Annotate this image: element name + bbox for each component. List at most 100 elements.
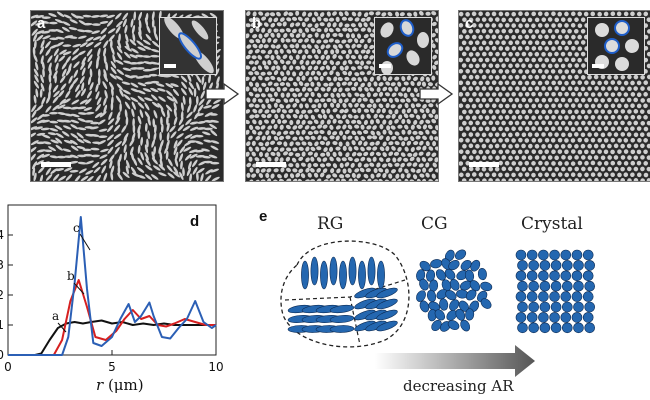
sphere-particle [550,301,562,313]
ellipse-particle [465,308,475,321]
sphere-particle [549,270,560,282]
micrograph-c-texture [459,11,650,181]
rod-particle [301,260,309,290]
ellipse-particle [448,259,460,271]
ellipse-particle [430,259,443,269]
ellipse-particle [477,267,487,281]
sphere-particle [515,249,527,261]
ellipse-particle [416,290,426,302]
rod-particle [376,287,398,299]
rod-particle [367,256,376,286]
sphere-particle [573,301,584,313]
ellipse-particle [460,259,472,271]
sphere-particle [561,301,573,313]
rod-particle [310,256,319,286]
rod-particle [329,315,355,323]
plot-frame [7,204,217,356]
panel-label-d: d [190,213,199,230]
sphere-particle [584,322,596,334]
series-label-c: c [73,221,80,235]
trend-arrow [375,345,535,377]
series-pointer-b [73,282,85,295]
sphere-particle [584,260,596,271]
x-tick-label: 0 [4,360,12,374]
sphere-particle [528,301,540,313]
series-pointer-c [79,233,91,251]
sphere-particle [528,322,540,334]
ellipse-particle [426,289,437,302]
ellipse-particle [465,289,477,301]
inset-a-scalebar [164,64,176,68]
ellipse-particle [449,299,460,311]
sphere-particle [584,280,596,292]
label-crystal: Crystal [521,214,583,234]
rod-particle [376,309,398,321]
ellipse-particle [439,298,449,311]
sphere-particle [515,270,527,282]
inset-a [159,17,217,75]
sphere-particle [539,301,551,313]
micrograph-b-texture [246,11,438,181]
sphere-particle [573,260,584,271]
sphere-particle [517,301,528,313]
series-pointer-a [57,322,67,333]
sphere-particle [549,291,560,302]
sphere-particle [526,249,538,261]
rod-particle [376,298,398,310]
sphere-particle [573,322,584,334]
scalebar-b [256,162,286,167]
inset-b-scalebar [379,64,391,68]
rg-domain-outline [280,240,410,348]
sphere-particle [538,291,549,302]
rod-particle [329,256,338,286]
y-tick-label: 1 [0,318,4,332]
cg-cluster [416,249,493,332]
process-arrow-1 [205,82,240,106]
scalebar-a [41,162,71,167]
scalebar-c [469,162,499,167]
sphere-particle [526,312,538,323]
ellipse-particle [445,290,457,301]
ellipse-particle [469,280,481,292]
sphere-particle [539,280,551,292]
ellipse-particle [419,300,430,313]
rod-particle [377,260,385,290]
sphere-particle [539,322,551,334]
sphere-particle [526,270,538,282]
series-label-b: b [67,269,75,283]
sphere-particle [517,260,528,271]
ellipse-particle [460,319,471,332]
rod-particle [320,260,328,290]
ellipse-particle [436,289,448,300]
sphere-particle [515,312,527,323]
ellipse-particle [480,298,492,309]
inset-b [374,17,432,75]
rod-particle [329,325,355,333]
sphere-particle [571,312,583,323]
ellipse-particle [419,278,429,291]
sphere-particle [539,260,551,271]
x-tick-label: 10 [208,360,223,374]
sphere-particle [582,270,594,282]
sphere-particle [582,312,594,323]
micrograph-panel-b: b [245,10,439,182]
sphere-particle [560,291,572,302]
panel-label-c: c [465,15,474,32]
ellipse-particle [444,268,456,280]
phase-schematic: e RG CG Crystal decreasing AR [259,208,596,395]
sphere-particle [550,260,562,271]
trend-arrow-label: decreasing AR [403,377,514,395]
sphere-particle [561,280,573,292]
sphere-particle [517,280,528,292]
y-tick-label: 0 [0,348,4,362]
sphere-particle [528,260,540,271]
sphere-particle [560,249,572,261]
sphere-particle [517,322,528,334]
sphere-particle [560,270,572,282]
ellipse-particle [447,320,460,330]
sphere-particle [573,280,584,292]
ellipse-particle [425,269,436,282]
sphere-particle [528,280,540,292]
rod-particle [329,304,355,314]
